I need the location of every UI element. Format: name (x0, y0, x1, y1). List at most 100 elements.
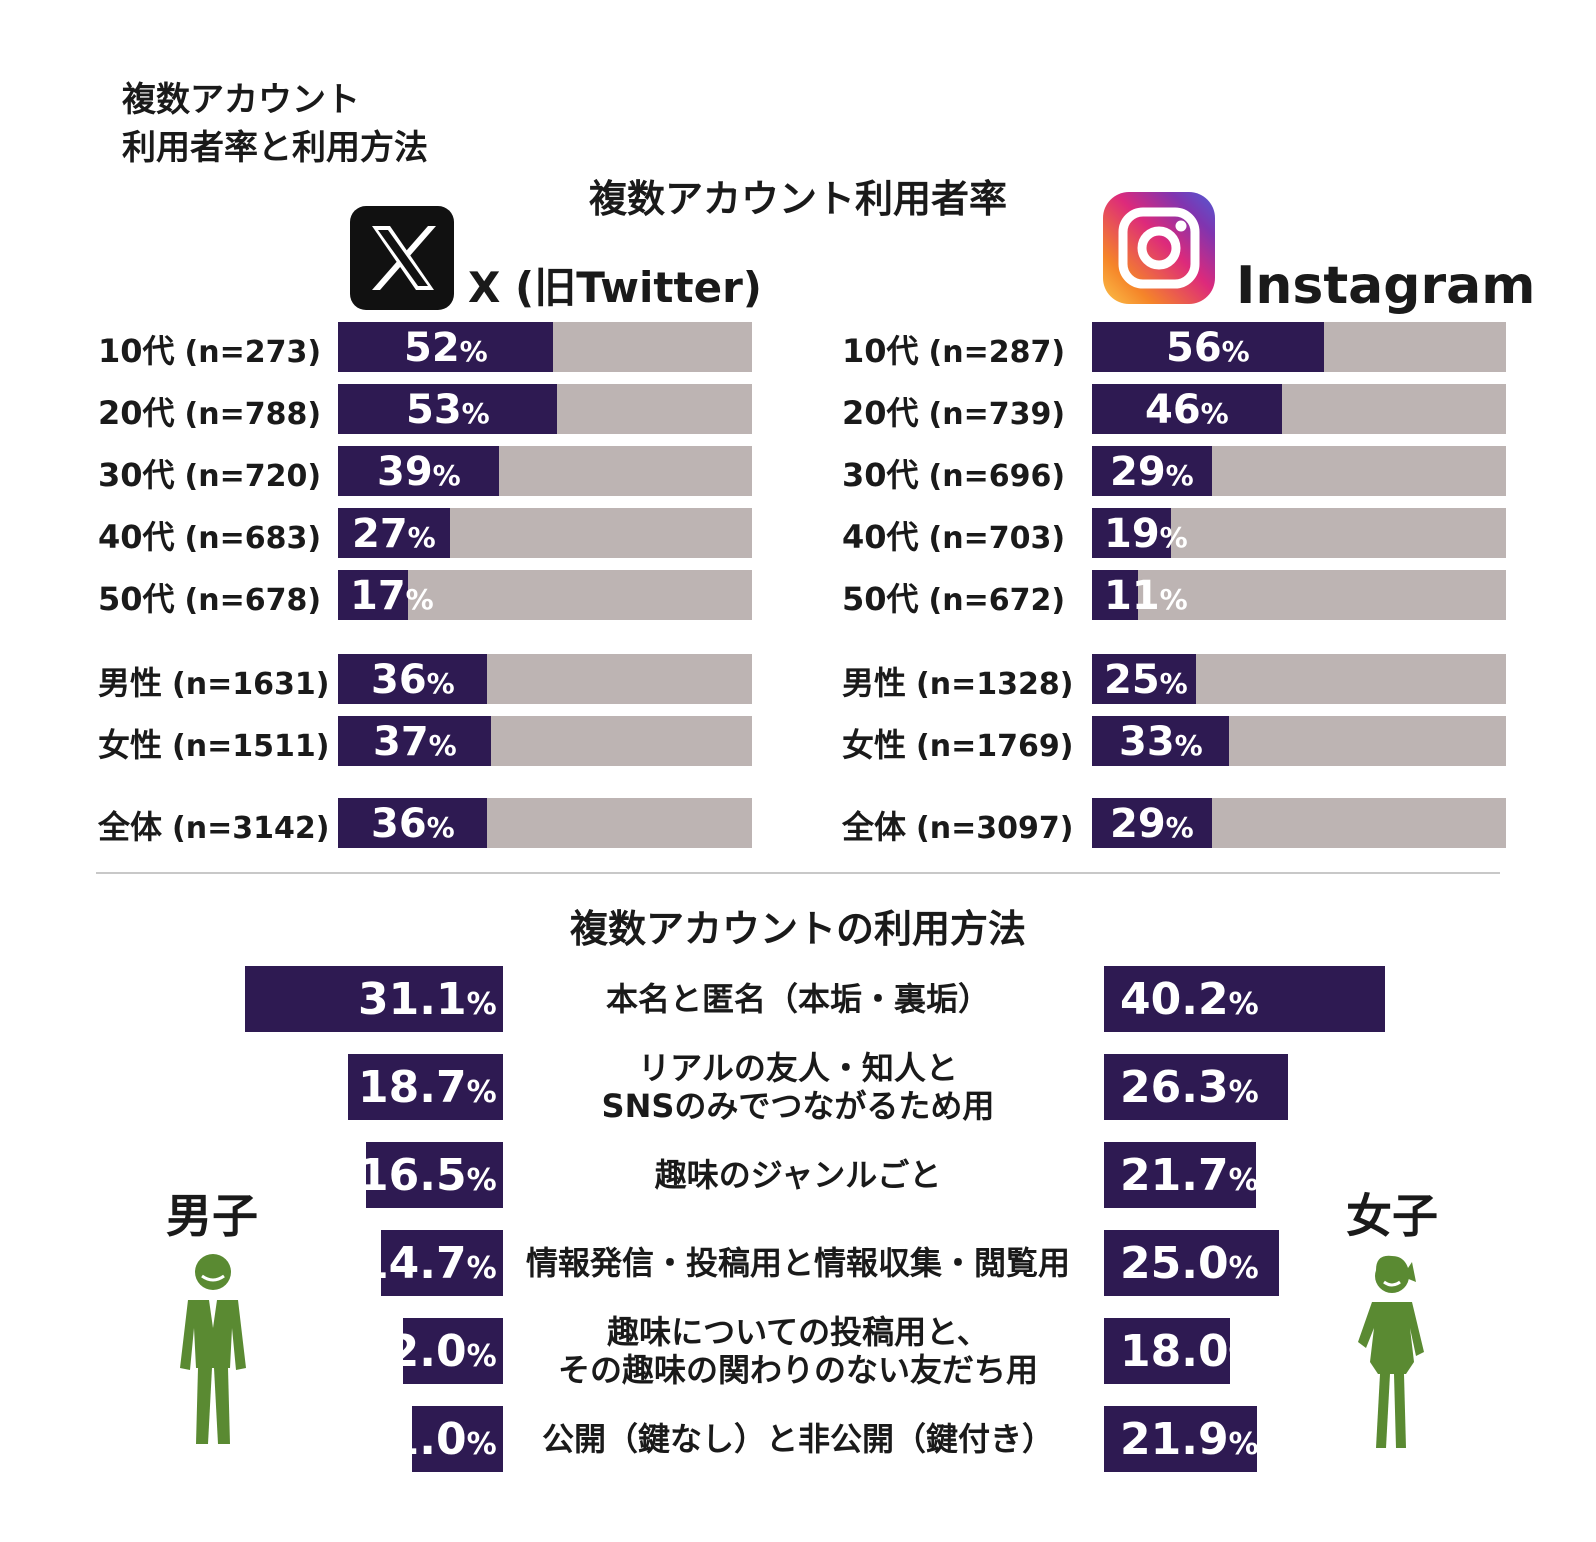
x-sample-size-label: (n=1631) (172, 667, 330, 702)
male-usage-bar (381, 1230, 503, 1296)
ig-bar (1092, 508, 1171, 558)
x-category-label: 40代 (98, 518, 175, 556)
x-sample-size-label: (n=273) (184, 335, 322, 370)
female-usage-value-label: 21.9% (1120, 1414, 1259, 1465)
section-title-usage: 複数アカウントの利用方法 (569, 907, 1026, 951)
ig-category-label: 男性 (842, 664, 907, 702)
ig-bar-value-label: 11% (1104, 573, 1188, 619)
male-usage-value-label: 12.0% (358, 1326, 497, 1377)
ig-bar-track (1092, 570, 1506, 620)
x-row-label: 全体 (n=3142) (98, 802, 329, 848)
female-usage-bar (1104, 1406, 1257, 1472)
male-usage-value-label: 11.0% (358, 1414, 497, 1465)
page-title-line1: 複数アカウント (122, 80, 360, 120)
ig-category-label: 女性 (842, 726, 907, 764)
ig-sample-size-label: (n=1769) (916, 729, 1074, 764)
female-usage-bar (1104, 1142, 1256, 1208)
ig-category-label: 全体 (842, 808, 907, 846)
ig-bar-value-label: 29% (1110, 801, 1194, 847)
x-bar-value-label: 53% (406, 387, 490, 433)
x-bar-value-label: 52% (404, 325, 488, 371)
ig-bar (1092, 384, 1282, 434)
male-usage-bar (245, 966, 503, 1032)
usage-category-label: 趣味についての投稿用と、 その趣味の関わりのない友だち用 (557, 1313, 1038, 1389)
ig-bar-value-label: 25% (1104, 657, 1188, 703)
x-bar-value-label: 36% (371, 657, 455, 703)
x-row-label: 30代 (n=720) (98, 450, 321, 496)
male-usage-value-label: 16.5% (358, 1150, 497, 1201)
x-bar (338, 570, 408, 620)
ig-bar (1092, 798, 1212, 848)
x-bar (338, 446, 499, 496)
ig-bar (1092, 570, 1138, 620)
x-row-label: 50代 (n=678) (98, 574, 321, 620)
ig-row-label: 20代 (n=739) (842, 388, 1065, 434)
x-row-label: 20代 (n=788) (98, 388, 321, 434)
female-usage-value-label: 25.0% (1120, 1238, 1259, 1289)
instagram-platform-label: Instagram (1236, 256, 1536, 316)
ig-bar-value-label: 19% (1104, 511, 1188, 557)
ig-bar (1092, 322, 1324, 372)
female-usage-bar (1104, 1054, 1288, 1120)
instagram-logo-icon (1103, 192, 1215, 304)
male-usage-value-label: 18.7% (358, 1062, 497, 1113)
ig-sample-size-label: (n=739) (928, 397, 1066, 432)
x-bar (338, 508, 450, 558)
male-label: 男子 (166, 1189, 258, 1243)
x-bar-value-label: 36% (371, 801, 455, 847)
ig-bar-value-label: 29% (1110, 449, 1194, 495)
x-sample-size-label: (n=788) (184, 397, 322, 432)
x-row-label: 10代 (n=273) (98, 326, 321, 372)
x-bar (338, 716, 491, 766)
usage-category-label: 公開（鍵なし）と非公開（鍵付き） (541, 1420, 1054, 1458)
x-bar-value-label: 27% (352, 511, 436, 557)
x-bar-value-label: 37% (373, 719, 457, 765)
ig-sample-size-label: (n=672) (928, 583, 1066, 618)
x-bar (338, 798, 487, 848)
ig-bar (1092, 446, 1212, 496)
ig-category-label: 50代 (842, 580, 919, 618)
x-row-label: 40代 (n=683) (98, 512, 321, 558)
female-usage-value-label: 40.2% (1120, 974, 1259, 1025)
ig-row-label: 10代 (n=287) (842, 326, 1065, 372)
x-sample-size-label: (n=683) (184, 521, 322, 556)
female-usage-value-label: 21.7% (1120, 1150, 1259, 1201)
x-category-label: 20代 (98, 394, 175, 432)
male-usage-bar (366, 1142, 503, 1208)
x-platform-label: X (旧Twitter) (468, 263, 762, 312)
usage-category-label: 情報発信・投稿用と情報収集・閲覧用 (525, 1244, 1070, 1282)
ig-bar (1092, 654, 1196, 704)
ig-row-label: 40代 (n=703) (842, 512, 1065, 558)
x-category-label: 全体 (98, 808, 163, 846)
page-title: 複数アカウント 利用者率と利用方法 (122, 76, 428, 172)
x-bar-value-label: 17% (350, 573, 434, 619)
ig-bar-value-label: 46% (1145, 387, 1229, 433)
ig-row-label: 女性 (n=1769) (842, 720, 1073, 766)
usage-category-label: 本名と匿名（本垢・裏垢） (605, 980, 990, 1018)
usage-category-label: 趣味のジャンルごと (654, 1156, 942, 1194)
male-usage-value-label: 31.1% (358, 974, 497, 1025)
x-sample-size-label: (n=3142) (172, 811, 330, 846)
x-row-label: 女性 (n=1511) (98, 720, 329, 766)
ig-sample-size-label: (n=287) (928, 335, 1066, 370)
ig-row-label: 男性 (n=1328) (842, 658, 1073, 704)
ig-category-label: 20代 (842, 394, 919, 432)
female-label: 女子 (1346, 1189, 1438, 1243)
ig-bar-value-label: 33% (1119, 719, 1203, 765)
ig-category-label: 40代 (842, 518, 919, 556)
ig-category-label: 10代 (842, 332, 919, 370)
x-bar (338, 654, 487, 704)
female-figure-icon (1346, 1252, 1436, 1456)
usage-category-label: リアルの友人・知人と SNSのみでつながるため用 (601, 1049, 995, 1125)
x-category-label: 男性 (98, 664, 163, 702)
x-category-label: 10代 (98, 332, 175, 370)
ig-sample-size-label: (n=3097) (916, 811, 1074, 846)
female-usage-bar (1104, 1318, 1230, 1384)
ig-sample-size-label: (n=1328) (916, 667, 1074, 702)
header-accent-bar (80, 72, 96, 172)
x-category-label: 50代 (98, 580, 175, 618)
x-category-label: 女性 (98, 726, 163, 764)
x-sample-size-label: (n=678) (184, 583, 322, 618)
section-divider (96, 872, 1500, 874)
x-sample-size-label: (n=720) (184, 459, 322, 494)
